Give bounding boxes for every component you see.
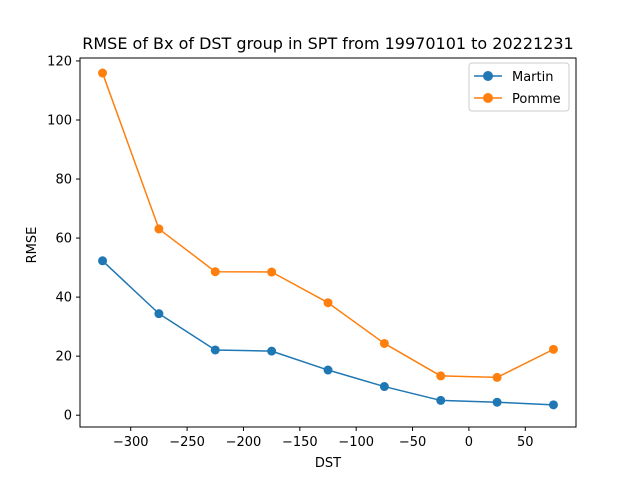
- data-point-martin: [323, 365, 333, 375]
- x-tick-label: −300: [113, 435, 149, 450]
- legend-label-pomme: Pomme: [512, 92, 561, 107]
- data-point-pomme: [323, 298, 333, 308]
- x-tick-label: −50: [399, 435, 426, 450]
- data-point-pomme: [210, 267, 220, 277]
- y-tick-label: 120: [47, 54, 72, 69]
- data-point-martin: [267, 346, 277, 356]
- data-point-martin: [98, 256, 108, 266]
- y-tick-label: 80: [55, 173, 72, 188]
- legend-marker-martin: [483, 71, 493, 81]
- data-point-pomme: [436, 371, 446, 381]
- data-point-pomme: [379, 338, 389, 348]
- data-point-martin: [154, 309, 164, 319]
- data-point-pomme: [154, 224, 164, 234]
- y-tick-label: 0: [64, 409, 72, 424]
- data-point-martin: [379, 382, 389, 392]
- plot-area: [80, 58, 576, 427]
- axes-frame: [79, 57, 577, 428]
- data-point-martin: [492, 397, 502, 407]
- x-tick-label: −150: [282, 435, 318, 450]
- series-layer: [98, 68, 558, 410]
- data-point-pomme: [492, 372, 502, 382]
- axes-layer: −300 −250 −200 −150 −100 −50 0 50 0 20 40 60 80 100 12…: [47, 54, 577, 450]
- legend-frame: [468, 62, 570, 112]
- data-point-martin: [548, 400, 558, 410]
- data-point-pomme: [548, 344, 558, 354]
- y-tick-label: 100: [47, 113, 72, 128]
- data-point-pomme: [98, 68, 108, 78]
- data-point-pomme: [267, 267, 277, 277]
- data-point-martin: [436, 395, 446, 405]
- x-axis-label: DST: [315, 456, 341, 471]
- y-tick-label: 60: [55, 232, 72, 247]
- x-tick-label: −250: [169, 435, 205, 450]
- plot-background: [80, 58, 576, 427]
- x-tick-label: 0: [465, 435, 473, 450]
- y-axis-label: RMSE: [25, 227, 40, 264]
- legend-label-martin: Martin: [512, 70, 553, 85]
- x-tick-label: −200: [226, 435, 262, 450]
- chart-title: RMSE of Bx of DST group in SPT from 1997…: [82, 34, 573, 53]
- data-point-martin: [210, 345, 220, 355]
- x-tick-label: −100: [338, 435, 374, 450]
- y-tick-label: 20: [55, 350, 72, 365]
- legend: Martin Pomme: [468, 62, 570, 112]
- y-tick-label: 40: [55, 291, 72, 306]
- legend-marker-pomme: [483, 93, 493, 103]
- x-tick-label: 50: [517, 435, 534, 450]
